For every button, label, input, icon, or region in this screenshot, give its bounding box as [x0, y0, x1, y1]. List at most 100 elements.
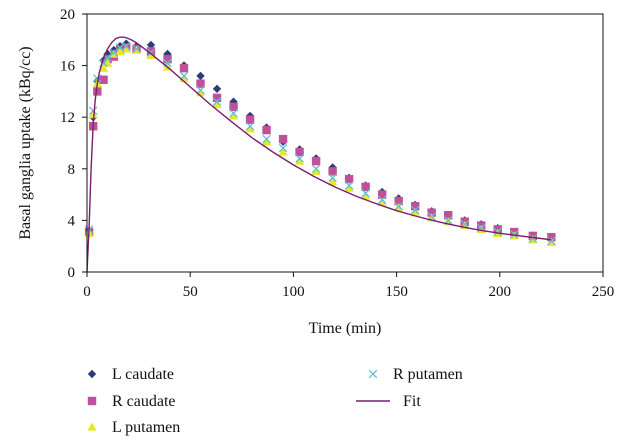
data-point	[196, 79, 205, 88]
data-point	[361, 189, 370, 198]
data-point	[212, 99, 222, 108]
data-point	[377, 190, 387, 199]
data-point	[115, 46, 125, 56]
data-point-stroke	[196, 85, 205, 95]
data-point	[547, 232, 556, 242]
legend-label: R caudate	[112, 393, 176, 410]
data-point	[311, 166, 321, 176]
data-point	[278, 143, 288, 153]
data-point	[262, 134, 271, 144]
data-point-stroke	[377, 195, 387, 205]
data-point	[88, 110, 98, 119]
fit-line	[86, 36, 552, 273]
axes: 0 50 100 150 200 250 0 4 8 12 16 20 Time (min) Basal …	[17, 7, 614, 337]
data-point	[121, 41, 131, 51]
data-point	[245, 121, 255, 131]
data-point	[344, 183, 354, 192]
data-point	[294, 156, 305, 165]
data-point-stroke	[410, 205, 420, 215]
data-point	[311, 164, 321, 174]
data-point-stroke	[103, 53, 112, 63]
series-l-putamen	[84, 44, 556, 247]
plot-frame	[86, 13, 604, 273]
legend-swatch-stroke	[368, 369, 378, 379]
legend-item-r-putamen: R putamen	[368, 366, 463, 383]
x-tick-label: 250	[592, 284, 615, 300]
legend-swatch	[87, 369, 97, 379]
data-point	[196, 85, 205, 95]
data-point	[361, 191, 371, 200]
data-point	[427, 208, 436, 217]
data-point	[163, 49, 172, 59]
x-tick-label: 100	[282, 284, 305, 300]
y-tick-label: 0	[68, 265, 76, 281]
data-point	[361, 182, 370, 192]
y-tick-label: 16	[60, 59, 76, 75]
data-point	[163, 54, 172, 64]
data-point-stroke	[394, 201, 403, 211]
y-tick-label: 20	[60, 7, 75, 23]
series-r-caudate	[84, 43, 556, 242]
legend-item-fit: Fit	[356, 393, 421, 410]
x-tick-label: 200	[489, 284, 512, 300]
series-r-putamen	[84, 41, 556, 246]
data-point	[212, 84, 222, 94]
data-point-stroke	[132, 44, 141, 54]
data-point	[229, 102, 238, 112]
data-point	[245, 124, 255, 133]
data-point	[295, 147, 304, 157]
data-point	[146, 50, 156, 59]
data-point	[394, 201, 403, 211]
data-point-stroke	[146, 48, 156, 57]
y-axis-title: Basal ganglia uptake (kBq/cc)	[17, 46, 34, 239]
y-tick-label: 8	[68, 162, 76, 178]
data-point	[212, 93, 222, 103]
data-point	[93, 74, 102, 83]
data-point-stroke	[109, 48, 119, 57]
x-tick-label: 50	[183, 284, 198, 300]
data-point	[179, 63, 189, 73]
legend-item-l-caudate: L caudate	[87, 366, 174, 383]
data-point	[278, 147, 288, 156]
data-point-stroke	[93, 74, 102, 83]
data-point-stroke	[278, 143, 288, 153]
series-l-caudate	[84, 39, 556, 242]
data-point	[262, 125, 271, 135]
legend-label: Fit	[403, 393, 421, 410]
data-point	[295, 154, 304, 163]
data-point-stroke	[121, 41, 131, 51]
data-point	[245, 115, 255, 124]
data-point	[146, 40, 156, 50]
data-point-stroke	[115, 43, 125, 52]
data-point	[528, 234, 538, 243]
data-point	[410, 208, 420, 217]
legend: L caudate R caudate L putamen R putamen Fit	[87, 366, 463, 436]
legend-item-r-caudate: R caudate	[87, 393, 176, 410]
data-point	[344, 181, 354, 190]
data-point	[278, 134, 288, 144]
data-point	[410, 202, 420, 211]
data-point-stroke	[328, 173, 337, 183]
legend-label: R putamen	[393, 366, 463, 383]
data-point-stroke	[262, 134, 271, 144]
data-point	[261, 137, 272, 146]
data-point	[328, 167, 337, 176]
data-point-stroke	[229, 109, 238, 118]
data-point	[344, 174, 354, 184]
data-point	[99, 75, 108, 84]
legend-swatch	[87, 396, 97, 406]
data-point	[328, 173, 337, 183]
plot-area	[84, 36, 556, 273]
data-point-stroke	[212, 97, 222, 106]
data-point-stroke	[547, 236, 556, 246]
data-point	[212, 97, 222, 106]
data-point	[410, 205, 420, 215]
data-point	[121, 44, 131, 53]
legend-label: L putamen	[112, 419, 180, 436]
data-point-stroke	[493, 227, 502, 237]
data-point	[229, 109, 238, 118]
x-tick-label: 150	[385, 284, 408, 300]
data-point	[88, 106, 98, 116]
data-point-stroke	[311, 164, 321, 174]
